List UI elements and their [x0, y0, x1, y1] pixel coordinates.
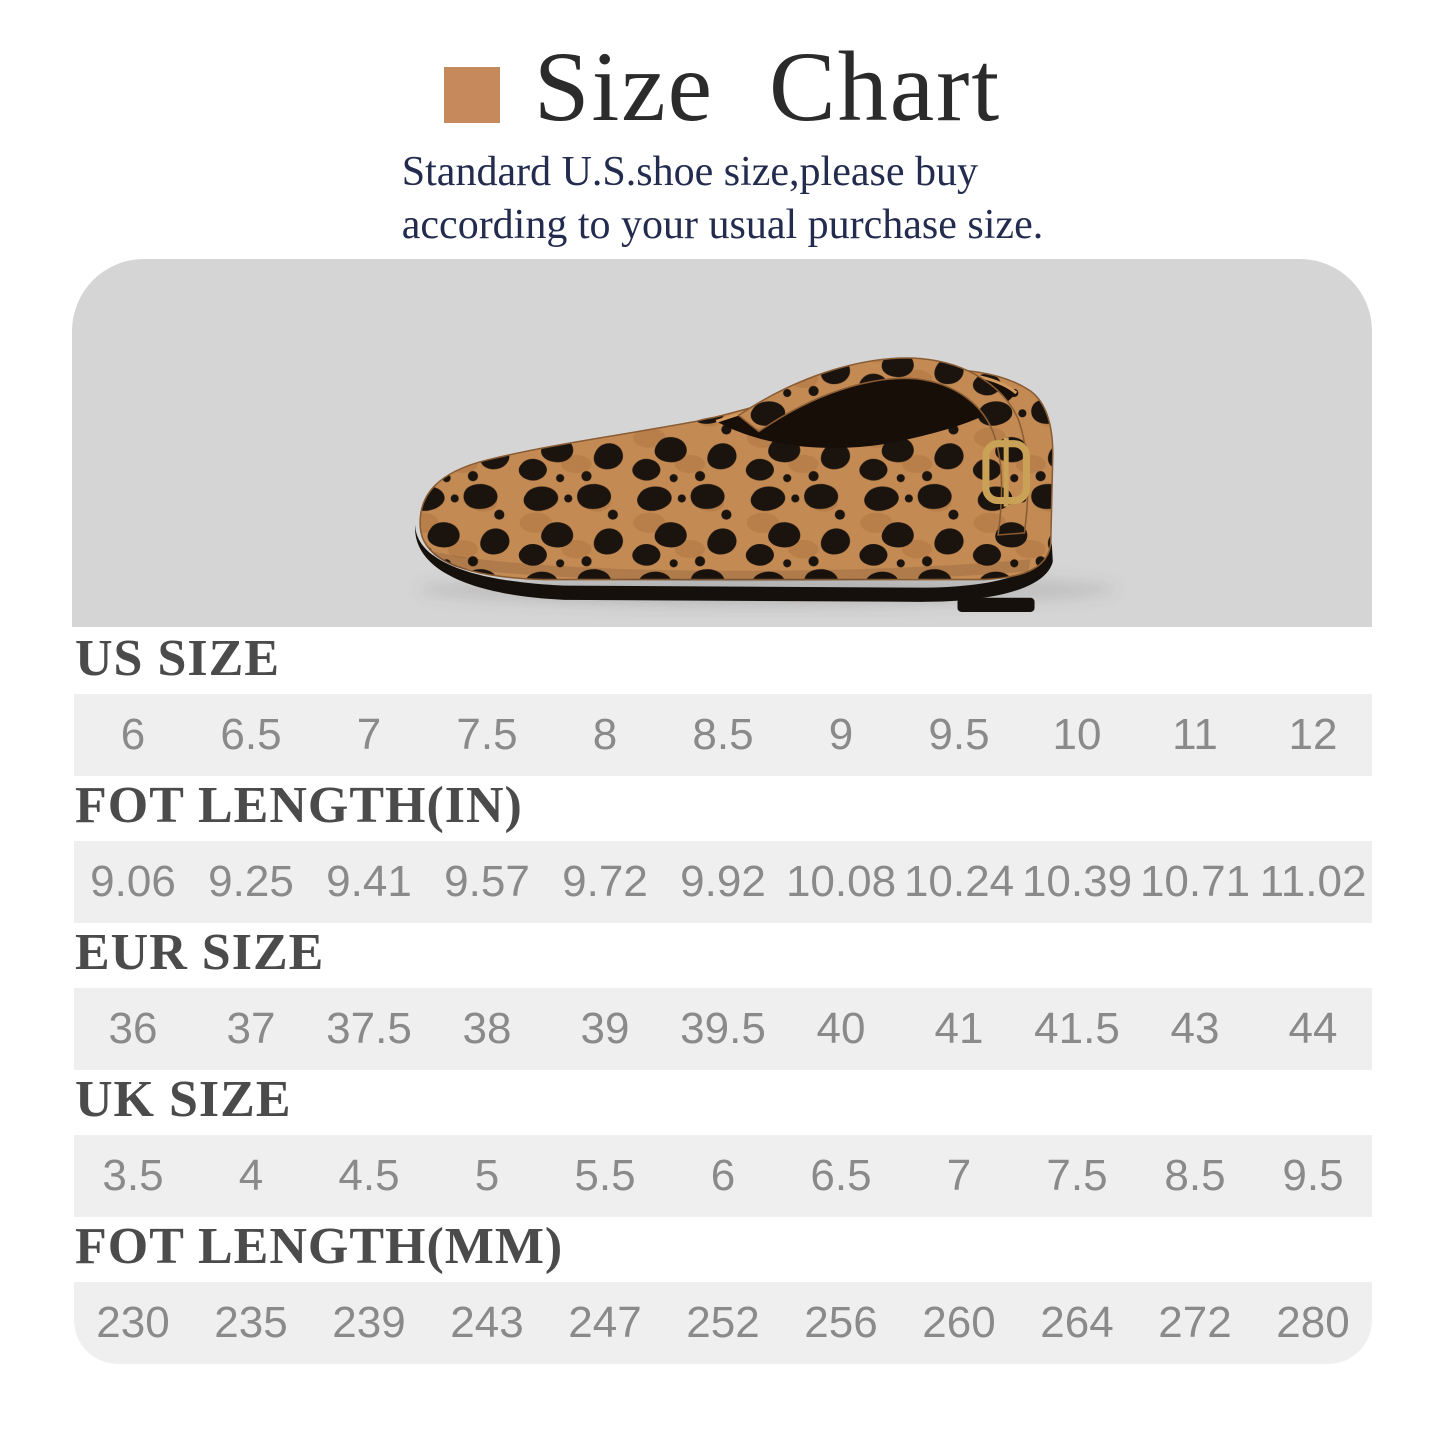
size-value-cell: 9.41	[326, 857, 412, 906]
size-value-cell: 239	[332, 1298, 406, 1347]
size-value-cell: 9	[828, 710, 854, 759]
subtitle-line-2: according to your usual purchase size.	[401, 202, 1044, 248]
size-value-cell: 9.92	[680, 857, 766, 906]
size-row-values-us: 6 6.5 7 7.5 8 8.5 9 9.5 10 11 12	[74, 694, 1372, 776]
size-value-cell: 10.71	[1139, 857, 1251, 906]
size-value-cell: 5	[474, 1151, 500, 1200]
size-row-values-eur: 36 37 37.5 38 39 39.5 40 41 41.5 43 44	[74, 988, 1372, 1070]
size-row-label-foot-length-in: FOT LENGTH(IN)	[75, 777, 523, 834]
size-value-cell: 6	[710, 1151, 736, 1200]
size-value-cell: 6.5	[810, 1151, 872, 1200]
size-value-cell: 37	[226, 1004, 276, 1053]
size-value-cell: 252	[686, 1298, 760, 1347]
size-value-cell: 8	[592, 710, 618, 759]
size-value-cell: 41	[934, 1004, 984, 1053]
size-value-cell: 10.39	[1021, 857, 1133, 906]
size-value-cell: 272	[1158, 1298, 1232, 1347]
size-value-cell: 4.5	[338, 1151, 400, 1200]
size-value-cell: 12	[1288, 710, 1338, 759]
size-row-label-us: US SIZE	[75, 630, 280, 687]
size-value-cell: 7.5	[1046, 1151, 1108, 1200]
size-row-label-uk: UK SIZE	[75, 1071, 292, 1128]
size-value-cell: 6.5	[220, 710, 282, 759]
size-value-cell: 9.5	[928, 710, 990, 759]
size-value-cell: 41.5	[1034, 1004, 1120, 1053]
size-value-cell: 7	[356, 710, 382, 759]
size-value-cell: 44	[1288, 1004, 1338, 1053]
product-image-panel	[72, 259, 1372, 627]
accent-square-icon	[443, 66, 500, 123]
size-value-cell: 9.5	[1282, 1151, 1344, 1200]
size-value-cell: 37.5	[326, 1004, 412, 1053]
size-value-cell: 39.5	[680, 1004, 766, 1053]
size-value-cell: 247	[568, 1298, 642, 1347]
page-title: Size Chart	[533, 31, 1002, 142]
size-value-cell: 38	[462, 1004, 512, 1053]
size-value-cell: 243	[450, 1298, 524, 1347]
size-value-cell: 8.5	[1164, 1151, 1226, 1200]
size-value-cell: 9.06	[90, 857, 176, 906]
size-value-cell: 36	[108, 1004, 158, 1053]
size-value-cell: 256	[804, 1298, 878, 1347]
size-value-cell: 40	[816, 1004, 866, 1053]
size-row-label-eur: EUR SIZE	[75, 924, 325, 981]
size-value-cell: 10.08	[785, 857, 897, 906]
size-row-label-foot-length-mm: FOT LENGTH(MM)	[75, 1218, 564, 1275]
size-value-cell: 6	[120, 710, 146, 759]
size-value-cell: 11	[1172, 710, 1218, 759]
size-value-cell: 5.5	[574, 1151, 636, 1200]
size-value-cell: 10	[1052, 710, 1102, 759]
size-value-cell: 11.02	[1259, 857, 1367, 906]
size-value-cell: 39	[580, 1004, 630, 1053]
leopard-flat-shoe-image	[415, 357, 1117, 612]
size-value-cell: 7	[946, 1151, 972, 1200]
size-row-values-foot-length-in: 9.06 9.25 9.41 9.57 9.72 9.92 10.08 10.2…	[74, 841, 1372, 923]
size-value-cell: 43	[1170, 1004, 1220, 1053]
size-value-cell: 9.25	[208, 857, 294, 906]
size-value-cell: 10.24	[903, 857, 1015, 906]
size-row-values-foot-length-mm: 230 235 239 243 247 252 256 260 264 272 …	[74, 1282, 1372, 1364]
page-header: Size Chart	[0, 34, 1445, 139]
size-value-cell: 280	[1276, 1298, 1350, 1347]
size-value-cell: 264	[1040, 1298, 1114, 1347]
size-value-cell: 8.5	[692, 710, 754, 759]
subtitle: Standard U.S.shoe size,please buy accord…	[402, 146, 1043, 252]
size-value-cell: 3.5	[102, 1151, 164, 1200]
size-row-values-uk: 3.5 4 4.5 5 5.5 6 6.5 7 7.5 8.5 9.5	[74, 1135, 1372, 1217]
subtitle-line-1: Standard U.S.shoe size,please buy	[401, 149, 978, 195]
size-value-cell: 235	[214, 1298, 288, 1347]
size-value-cell: 230	[96, 1298, 170, 1347]
size-value-cell: 7.5	[456, 710, 518, 759]
size-value-cell: 4	[238, 1151, 264, 1200]
size-value-cell: 9.57	[444, 857, 530, 906]
buckle-icon	[982, 437, 1030, 507]
size-value-cell: 9.72	[562, 857, 648, 906]
size-value-cell: 260	[922, 1298, 996, 1347]
